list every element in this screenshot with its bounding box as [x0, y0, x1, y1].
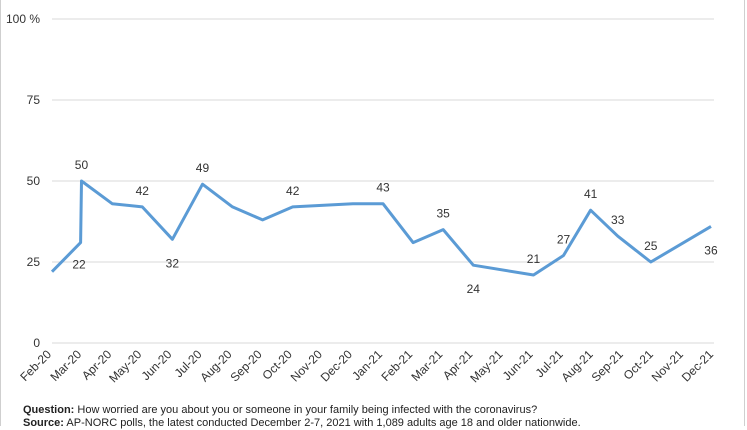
- x-tick-label: Dec-20: [318, 347, 355, 384]
- data-label: 21: [527, 252, 541, 266]
- series-line: [50, 179, 712, 277]
- data-label: 42: [286, 184, 300, 198]
- question-label: Question:: [23, 404, 75, 416]
- chart-caption: Question: How worried are you about you …: [23, 404, 738, 430]
- x-tick-label: Aug-20: [197, 347, 234, 384]
- question-text: How worried are you about you or someone…: [74, 404, 538, 416]
- y-axis-tick-labels: 0 25 50 75 100 %: [6, 12, 40, 350]
- source-text: AP-NORC polls, the latest conducted Dece…: [63, 417, 581, 429]
- y-tick-label: 50: [27, 174, 41, 188]
- x-tick-label: Aug-21: [558, 347, 595, 384]
- data-label: 33: [611, 213, 625, 227]
- x-tick-label: Nov-20: [288, 347, 325, 384]
- x-tick-label: May-20: [106, 347, 144, 385]
- x-tick-label: May-21: [467, 347, 505, 385]
- x-tick-label: Dec-21: [679, 347, 716, 384]
- x-tick-label: Feb-20: [17, 347, 54, 384]
- data-label: 41: [584, 187, 598, 201]
- data-labels: 22 50 42 32 49 42 43 35 24 21 27 41 33 25 36: [72, 158, 718, 296]
- data-label: 36: [704, 243, 718, 257]
- x-tick-label: Feb-21: [378, 347, 415, 384]
- data-label: 49: [196, 161, 210, 175]
- data-label: 35: [437, 207, 451, 221]
- y-tick-label: 0: [33, 336, 40, 350]
- question-line: Question: How worried are you about you …: [23, 404, 738, 417]
- data-label: 42: [136, 184, 150, 198]
- x-axis-tick-labels: Feb-20Mar-20Apr-20May-20Jun-20Jul-20Aug-…: [17, 347, 716, 385]
- gridlines: [52, 18, 714, 344]
- data-label: 27: [557, 233, 571, 247]
- data-label: 24: [467, 282, 481, 296]
- source-label: Source:: [23, 417, 64, 429]
- x-tick-label: Jun-21: [500, 347, 536, 383]
- data-label: 22: [72, 258, 86, 272]
- source-line: Source: AP-NORC polls, the latest conduc…: [23, 417, 738, 430]
- data-label: 50: [75, 158, 89, 172]
- y-tick-label: 25: [27, 255, 41, 269]
- y-tick-label: 100 %: [6, 12, 40, 26]
- x-tick-label: Mar-21: [409, 347, 446, 384]
- x-tick-label: Mar-20: [47, 347, 84, 384]
- y-tick-label: 75: [27, 93, 41, 107]
- x-tick-label: Jun-20: [139, 347, 175, 383]
- x-tick-label: Sep-20: [227, 347, 264, 384]
- x-tick-label: Jan-21: [349, 347, 385, 383]
- data-label: 32: [166, 256, 180, 270]
- data-label: 25: [644, 239, 658, 253]
- data-label: 43: [376, 181, 390, 195]
- x-tick-label: Nov-21: [649, 347, 686, 384]
- x-tick-label: Sep-21: [589, 347, 626, 384]
